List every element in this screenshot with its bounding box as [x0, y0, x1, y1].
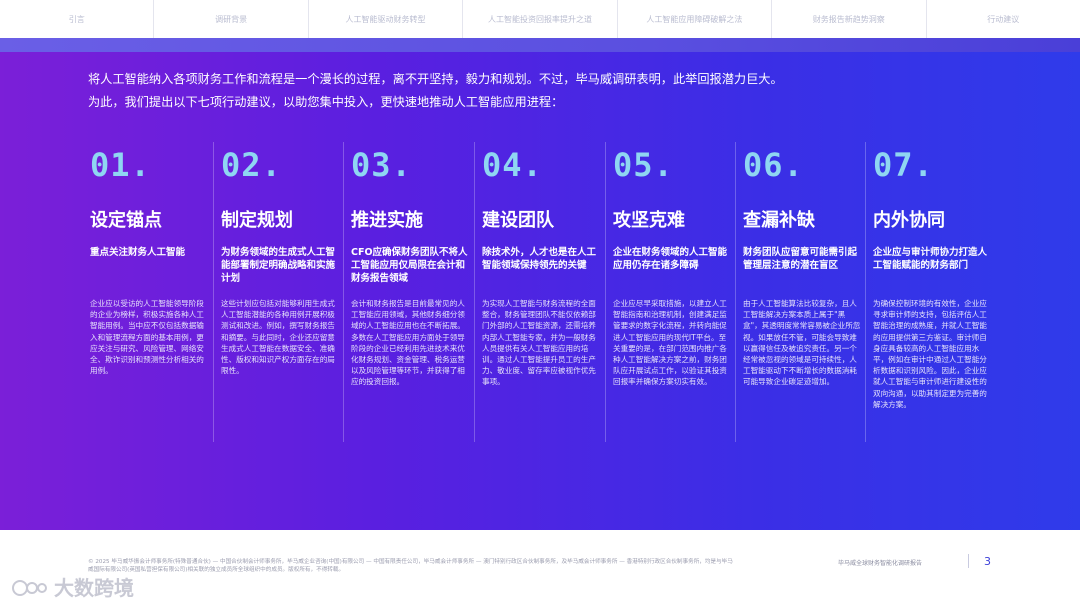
- action-subtitle: 企业在财务领域的人工智能应用仍存在诸多障碍: [613, 247, 728, 271]
- intro-text: 将人工智能纳入各项财务工作和流程是一个漫长的过程，离不开坚持，毅力和规划。不过，…: [88, 68, 988, 114]
- action-title: 建设团队: [482, 210, 554, 231]
- action-item-7: 07. 内外协同 企业应与审计师协力打造人工智能赋能的财务部门 为确保控制环境的…: [865, 142, 991, 462]
- action-number: 03.: [351, 146, 412, 184]
- action-item-2: 02. 制定规划 为财务领域的生成式人工智能部署制定明确战略和实施计划 这些计划…: [213, 142, 339, 462]
- copyright-text: © 2025 毕马威华振会计师事务所(特殊普通合伙) — 中国合伙制会计师事务所…: [88, 559, 733, 573]
- watermark-logo-icon: [12, 579, 47, 596]
- watermark-text: 大数跨境: [54, 576, 134, 600]
- action-number: 02.: [221, 146, 282, 184]
- column-divider: [865, 142, 866, 442]
- action-subtitle: 财务团队应留意可能需引起管理层注意的潜在盲区: [743, 247, 858, 271]
- column-divider: [735, 142, 736, 442]
- action-body: 企业应以受访的人工智能领导阶段的企业为榜样，积极实施各种人工智能用例。当中应不仅…: [90, 299, 204, 376]
- nav-tab-ai-roi[interactable]: 人工智能投资回报率提升之道: [463, 0, 618, 38]
- column-divider: [343, 142, 344, 442]
- action-item-6: 06. 查漏补缺 财务团队应留意可能需引起管理层注意的潜在盲区 由于人工智能算法…: [735, 142, 861, 462]
- action-title: 查漏补缺: [743, 210, 815, 231]
- action-body: 这些计划应包括对能够利用生成式人工智能潜能的各种用例开展积极测试和改进。例如，撰…: [221, 299, 335, 376]
- page-number: 3: [984, 555, 991, 568]
- action-subtitle: 重点关注财务人工智能: [90, 247, 186, 258]
- action-subtitle: 除技术外，人才也是在人工智能领域保持领先的关键: [482, 247, 597, 271]
- footer-divider: [968, 554, 969, 568]
- action-item-1: 01. 设定锚点 重点关注财务人工智能 企业应以受访的人工智能领导阶段的企业为榜…: [90, 142, 208, 462]
- page-footer: © 2025 毕马威华振会计师事务所(特殊普通合伙) — 中国合伙制会计师事务所…: [0, 530, 1080, 608]
- nav-tab-ai-obstacles[interactable]: 人工智能应用障碍破解之法: [618, 0, 773, 38]
- action-body: 企业应尽早采取措施，以建立人工智能指南和治理机制，创建满足监管要求的数字化流程，…: [613, 299, 727, 387]
- action-number: 01.: [90, 146, 151, 184]
- action-body: 为实现人工智能与财务流程的全面整合，财务管理团队不能仅依赖部门外部的人工智能资源…: [482, 299, 596, 387]
- nav-tab-recommendations[interactable]: 行动建议: [987, 14, 1020, 24]
- action-title: 设定锚点: [90, 210, 162, 231]
- action-number: 04.: [482, 146, 543, 184]
- column-divider: [213, 142, 214, 442]
- action-title: 内外协同: [873, 210, 945, 231]
- action-item-5: 05. 攻坚克难 企业在财务领域的人工智能应用仍存在诸多障碍 企业应尽早采取措施…: [605, 142, 731, 462]
- action-item-3: 03. 推进实施 CFO应确保财务团队不将人工智能应用仅局限在会计和财务报告领域…: [343, 142, 469, 462]
- nav-tab-reporting-trends[interactable]: 财务报告新趋势洞察: [772, 0, 927, 38]
- action-title: 推进实施: [351, 210, 423, 231]
- nav-tab-background[interactable]: 调研背景: [154, 0, 309, 38]
- action-subtitle: 为财务领域的生成式人工智能部署制定明确战略和实施计划: [221, 247, 336, 284]
- action-subtitle: 企业应与审计师协力打造人工智能赋能的财务部门: [873, 247, 988, 271]
- action-body: 由于人工智能算法比较复杂，且人工智能解决方案本质上属于"黑盒"，其透明度常常容易…: [743, 299, 861, 387]
- intro-line-1: 将人工智能纳入各项财务工作和流程是一个漫长的过程，离不开坚持，毅力和规划。不过，…: [88, 72, 783, 86]
- recommendations-panel: 将人工智能纳入各项财务工作和流程是一个漫长的过程，离不开坚持，毅力和规划。不过，…: [0, 52, 1080, 530]
- action-title: 攻坚克难: [613, 210, 685, 231]
- report-name: 毕马威全球财务智能化调研报告: [838, 560, 923, 567]
- top-navigation: 引言 调研背景 人工智能驱动财务转型 人工智能投资回报率提升之道 人工智能应用障…: [0, 0, 1080, 38]
- intro-line-2: 为此，我们提出以下七项行动建议，以助您集中投入，更快速地推动人工智能应用进程：: [88, 95, 564, 109]
- action-number: 06.: [743, 146, 804, 184]
- action-body: 为确保控制环境的有效性，企业应寻求审计师的支持，包括评估人工智能治理的成熟度，并…: [873, 299, 987, 409]
- nav-tab-intro[interactable]: 引言: [0, 0, 155, 38]
- action-title: 制定规划: [221, 210, 293, 231]
- action-number: 07.: [873, 146, 934, 184]
- column-divider: [474, 142, 475, 442]
- column-divider: [605, 142, 606, 442]
- nav-tab-ai-finance-transformation[interactable]: 人工智能驱动财务转型: [309, 0, 464, 38]
- nav-accent-bar: [0, 38, 1080, 52]
- action-body: 会计和财务报告是目前最常见的人工智能应用领域，其他财务细分领域的人工智能应用也在…: [351, 299, 465, 387]
- action-subtitle: CFO应确保财务团队不将人工智能应用仅局限在会计和财务报告领域: [351, 247, 468, 284]
- action-item-4: 04. 建设团队 除技术外，人才也是在人工智能领域保持领先的关键 为实现人工智能…: [474, 142, 600, 462]
- watermark: 大数跨境: [10, 572, 134, 601]
- action-number: 05.: [613, 146, 674, 184]
